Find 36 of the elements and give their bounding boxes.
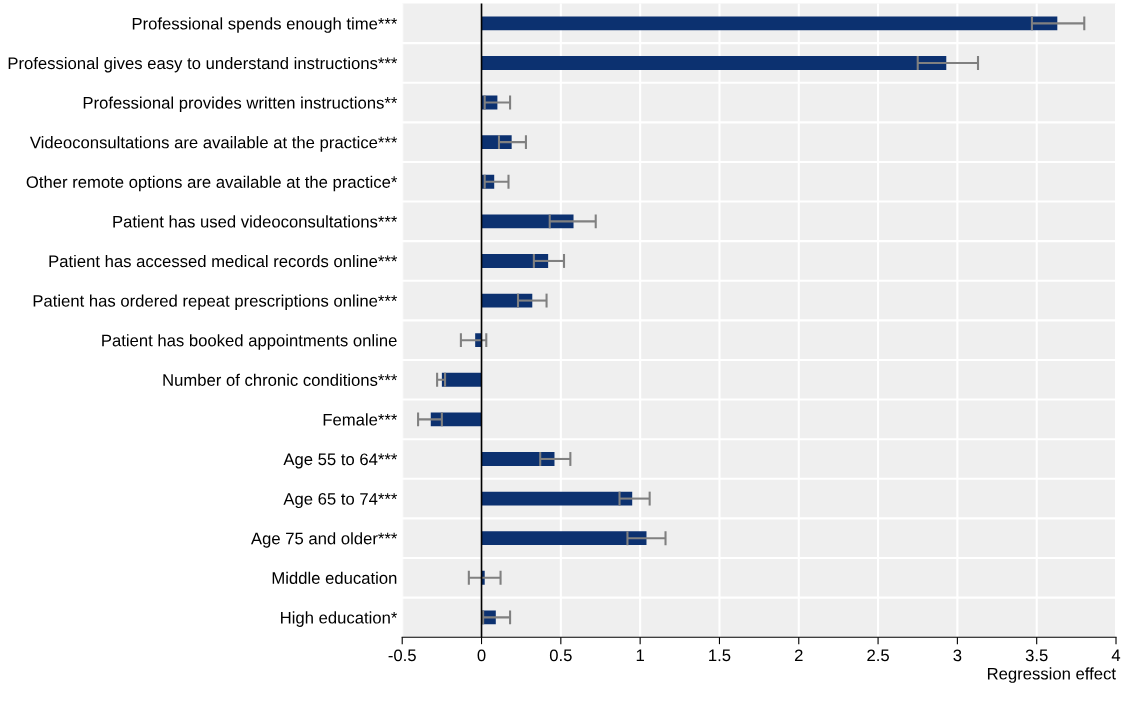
bar [481, 56, 947, 70]
y-tick-label: Professional spends enough time*** [132, 17, 398, 33]
x-axis-title: Regression effect [987, 667, 1116, 683]
y-tick-label: Patient has accessed medical records online*** [49, 254, 398, 268]
y-tick-label: Patient has ordered repeat prescriptions online*** [33, 294, 398, 311]
bar [481, 491, 633, 506]
bar [481, 214, 574, 229]
y-tick-label: Patient has used videoconsultations*** [113, 215, 398, 228]
x-tick-label: 0 [477, 649, 486, 662]
y-tick-label: Professional provides written instructions** [83, 96, 398, 113]
y-tick-label: Age 65 to 74*** [283, 492, 398, 509]
y-tick-label: Age 55 to 64*** [283, 453, 398, 469]
y-tick-label: Female*** [323, 413, 398, 426]
x-tick-label: 0.5 [549, 649, 572, 662]
x-tick-label: 4 [1111, 649, 1121, 662]
x-tick-label: 1.5 [709, 649, 731, 662]
x-tick-label: 3 [953, 649, 962, 662]
bar [430, 412, 482, 427]
y-tick-label: High education* [281, 611, 398, 627]
bar [441, 372, 482, 387]
y-tick-label: Patient has booked appointments online [102, 334, 397, 350]
bar [481, 452, 555, 466]
y-tick-label: Middle education [272, 571, 397, 584]
x-tick-label: 1 [636, 649, 644, 662]
y-tick-label: Age 75 and older*** [250, 532, 398, 548]
y-tick-label: Number of chronic conditions*** [163, 373, 398, 386]
x-tick-label: 3.5 [1025, 649, 1048, 662]
x-tick-label: 2.5 [867, 649, 889, 662]
y-tick-label: Other remote options are available at the practice* [26, 175, 398, 192]
bar [481, 16, 1058, 31]
y-tick-label: Videoconsultations are available at the practice*** [29, 136, 398, 152]
x-tick-label: 2 [794, 649, 803, 662]
bar [481, 254, 549, 268]
x-tick-label: -0.5 [388, 649, 416, 662]
bar [481, 531, 647, 546]
y-tick-label: Professional gives easy to understand instructions*** [8, 56, 398, 73]
